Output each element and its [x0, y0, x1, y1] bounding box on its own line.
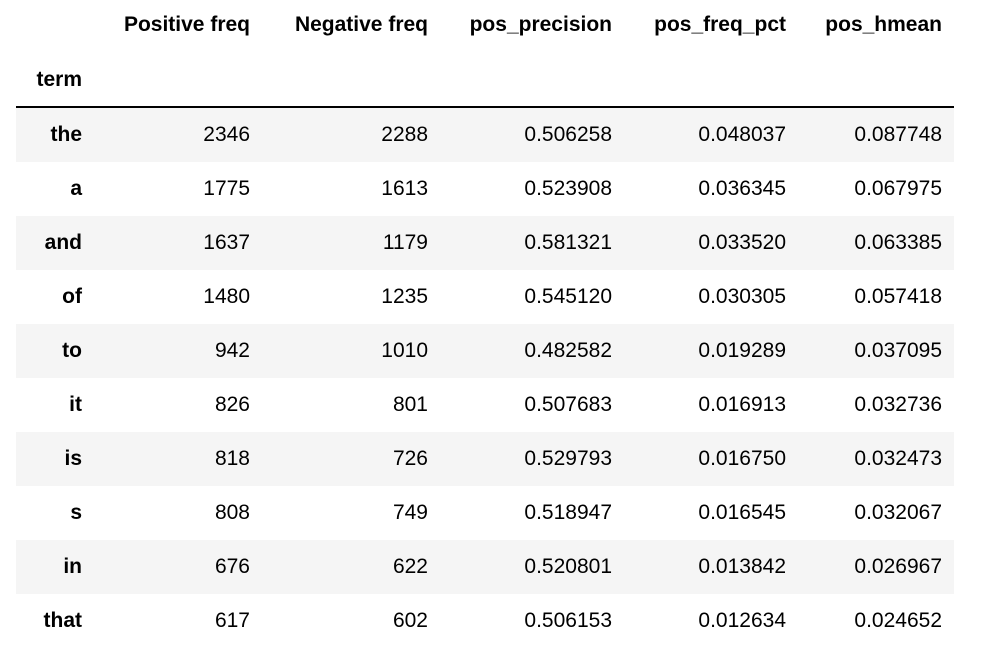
row-label: that [43, 609, 83, 632]
cell-value: 0.024652 [854, 609, 942, 632]
cell-value: 818 [214, 447, 250, 470]
row-label: s [70, 501, 82, 524]
cell-value: 1637 [203, 231, 250, 254]
cell-value: 0.063385 [854, 231, 942, 254]
index-name: term [36, 68, 82, 91]
cell-value: 0.032067 [854, 501, 942, 524]
row-label: the [50, 123, 83, 146]
cell-value: 0.545120 [524, 285, 612, 308]
cell-value: 2346 [203, 123, 250, 146]
row-stripe [16, 432, 954, 486]
cell-value: 1010 [381, 339, 428, 362]
cell-value: 0.523908 [524, 177, 612, 200]
cell-value: 0.581321 [524, 231, 612, 254]
cell-value: 1179 [382, 231, 428, 254]
cell-value: 0.067975 [854, 177, 942, 200]
cell-value: 676 [214, 555, 250, 578]
row-label: to [62, 339, 82, 362]
cell-value: 0.506258 [524, 123, 612, 146]
row-label: in [63, 555, 82, 578]
cell-value: 0.048037 [698, 123, 786, 146]
cell-value: 602 [392, 609, 428, 632]
cell-value: 0.507683 [524, 393, 612, 416]
cell-value: 0.518947 [524, 501, 612, 524]
cell-value: 749 [392, 501, 428, 524]
column-header: pos_precision [469, 13, 612, 36]
cell-value: 1775 [203, 177, 250, 200]
row-label: a [70, 177, 82, 200]
cell-value: 1235 [381, 285, 428, 308]
cell-value: 0.529793 [524, 447, 612, 470]
column-header: pos_hmean [825, 13, 942, 36]
row-label: it [69, 393, 82, 416]
cell-value: 0.016545 [698, 501, 786, 524]
cell-value: 0.506153 [524, 609, 612, 632]
column-header: pos_freq_pct [654, 13, 786, 36]
row-stripe [16, 216, 954, 270]
cell-value: 0.030305 [698, 285, 786, 308]
header-rule [16, 106, 954, 108]
cell-value: 0.032736 [854, 393, 942, 416]
row-stripe [16, 324, 954, 378]
cell-value: 0.036345 [698, 177, 786, 200]
cell-value: 0.482582 [524, 339, 612, 362]
column-header: Negative freq [294, 13, 428, 36]
cell-value: 0.033520 [698, 231, 786, 254]
cell-value: 0.087748 [854, 123, 942, 146]
cell-value: 0.016913 [698, 393, 786, 416]
cell-value: 942 [214, 339, 250, 362]
cell-value: 0.013842 [698, 555, 786, 578]
cell-value: 826 [214, 393, 250, 416]
cell-value: 0.019289 [698, 339, 786, 362]
cell-value: 808 [214, 501, 250, 524]
cell-value: 726 [392, 447, 428, 470]
row-stripe [16, 540, 954, 594]
row-stripe [16, 108, 954, 162]
cell-value: 0.057418 [854, 285, 942, 308]
cell-value: 0.016750 [698, 447, 786, 470]
cell-value: 0.037095 [854, 339, 942, 362]
cell-value: 617 [214, 609, 250, 632]
row-label: is [64, 447, 82, 470]
cell-value: 1480 [203, 285, 250, 308]
cell-value: 1613 [381, 177, 428, 200]
cell-value: 0.012634 [698, 609, 786, 632]
cell-value: 2288 [381, 123, 428, 146]
row-label: of [62, 285, 82, 308]
cell-value: 801 [392, 393, 428, 416]
column-header: Positive freq [123, 13, 250, 36]
cell-value: 622 [392, 555, 428, 578]
row-label: and [44, 231, 82, 254]
cell-value: 0.520801 [524, 555, 612, 578]
cell-value: 0.026967 [854, 555, 942, 578]
cell-value: 0.032473 [854, 447, 942, 470]
